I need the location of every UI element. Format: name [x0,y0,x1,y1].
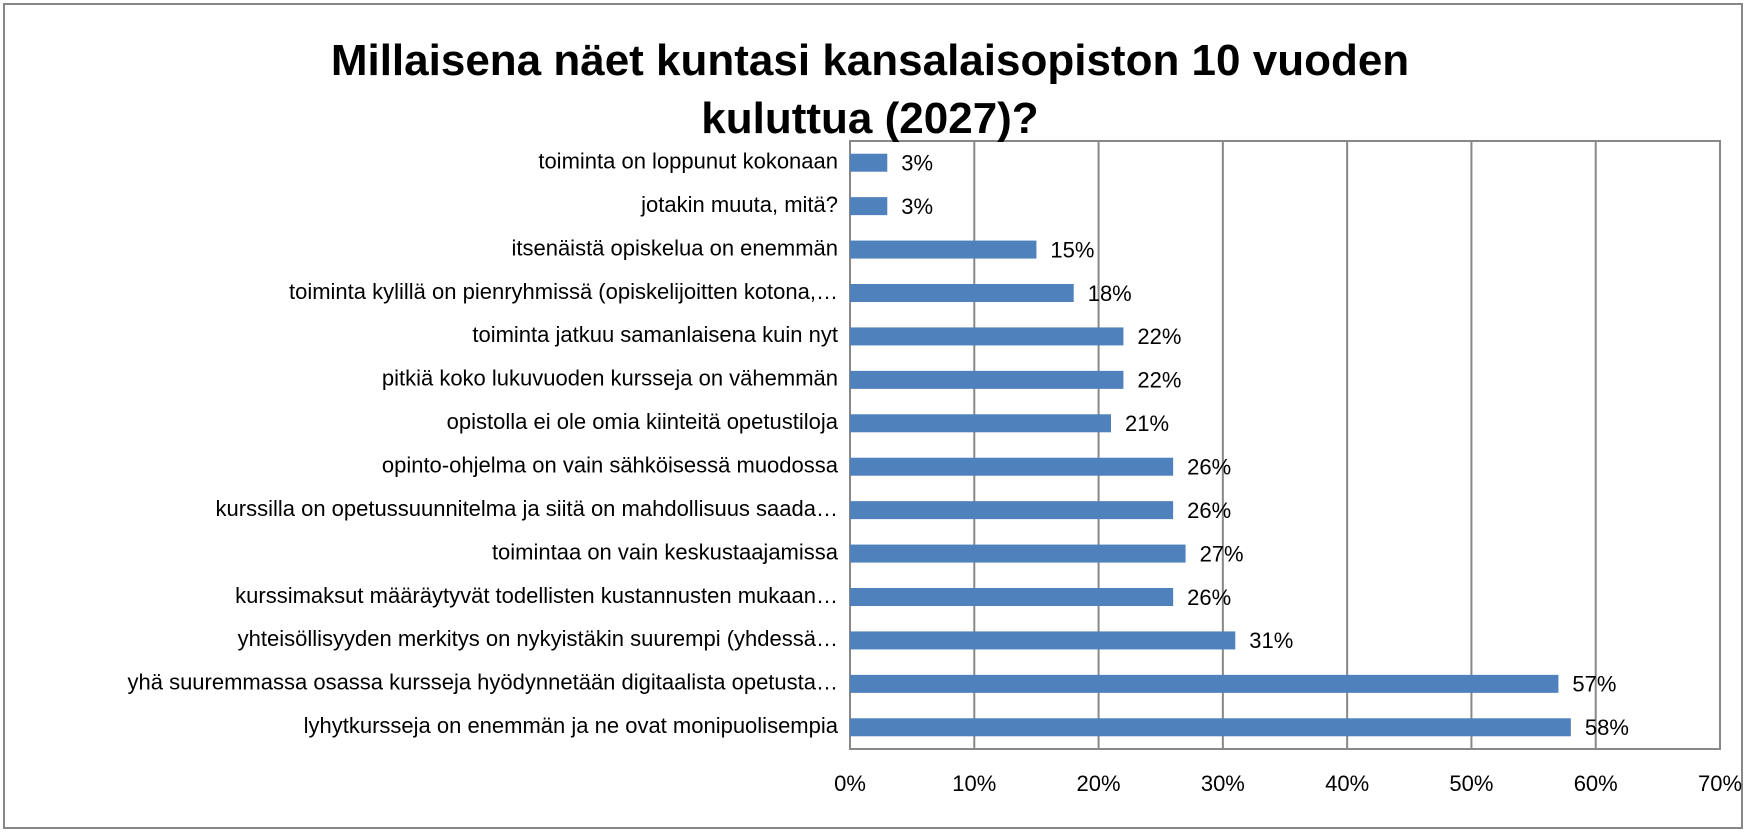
data-label: 26% [1187,498,1231,523]
x-tick-label: 50% [1449,771,1493,796]
x-tick-label: 70% [1698,771,1742,796]
y-tick-label: opinto-ohjelma on vain sähköisessä muodo… [382,453,839,478]
bar [850,631,1236,650]
bar [850,674,1559,693]
bar [850,370,1124,389]
x-tick-label: 60% [1574,771,1618,796]
y-tick-label: kurssimaksut määräytyvät todellisten kus… [235,583,838,608]
y-tick-label: itsenäistä opiskelua on enemmän [511,235,838,260]
data-label: 58% [1585,715,1629,740]
chart-border [3,3,1743,829]
bar [850,414,1111,433]
y-tick-label: kurssilla on opetussuunnitelma ja siitä … [216,496,838,521]
y-tick-label: yhä suuremmassa osassa kursseja hyödynne… [127,670,838,695]
data-label: 3% [901,194,933,219]
plot-area [849,140,1721,750]
y-tick-label: lyhytkursseja on enemmän ja ne ovat moni… [304,713,839,738]
bar [850,718,1571,737]
x-tick-label: 20% [1077,771,1121,796]
data-label: 22% [1137,324,1181,349]
data-label: 18% [1088,281,1132,306]
x-tick-label: 40% [1325,771,1369,796]
x-tick-label: 10% [952,771,996,796]
data-label: 22% [1137,368,1181,393]
y-tick-label: pitkiä koko lukuvuoden kursseja on vähem… [382,366,838,391]
y-tick-label: jotakin muuta, mitä? [640,192,838,217]
bar [850,284,1074,302]
y-tick-label: yhteisöllisyyden merkitys on nykyistäkin… [238,626,838,651]
y-tick-label: opistolla ei ole omia kiinteitä opetusti… [447,409,839,434]
x-tick-label: 30% [1201,771,1245,796]
bar [850,153,888,172]
bar [850,197,888,216]
bar [850,457,1174,476]
y-tick-label: toiminta on loppunut kokonaan [538,149,838,174]
bar [850,327,1124,346]
y-tick-label: toiminta kylillä on pienryhmissä (opiske… [289,279,838,304]
data-label: 21% [1125,411,1169,436]
y-tick-label: toiminta jatkuu samanlaisena kuin nyt [472,322,838,347]
y-tick-label: toimintaa on vain keskustaajamissa [492,539,839,564]
data-label: 26% [1187,585,1231,610]
bar [850,544,1186,563]
bar [850,240,1037,259]
chart-title: Millaisena näet kuntasi kansalaisopiston… [330,36,1410,143]
bar [850,501,1174,520]
data-label: 3% [901,151,933,176]
data-label: 15% [1050,237,1094,262]
data-label: 26% [1187,455,1231,480]
data-label: 31% [1249,628,1293,653]
data-label: 57% [1572,672,1616,697]
data-label: 27% [1200,541,1244,566]
bar [850,588,1174,606]
x-tick-label: 0% [834,771,866,796]
